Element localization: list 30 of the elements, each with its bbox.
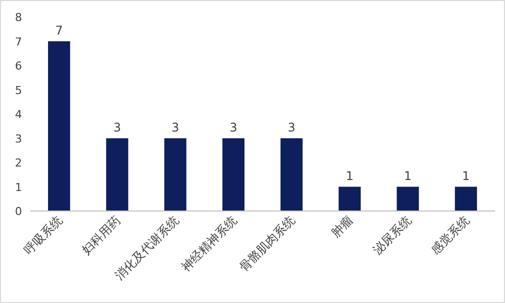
y-tick-label: 3	[15, 132, 22, 146]
data-label: 1	[462, 168, 470, 183]
data-label: 1	[346, 168, 354, 183]
x-tick-label: 肿瘤	[328, 213, 356, 240]
bar	[164, 138, 186, 211]
data-label: 3	[171, 120, 180, 134]
x-tick-label: 妇科用药	[79, 213, 124, 258]
data-label: 3	[230, 120, 238, 134]
bar	[454, 186, 477, 211]
data-label: 7	[55, 23, 63, 38]
y-tick-label: 5	[15, 84, 22, 97]
bar	[396, 186, 419, 211]
y-tick-label: 4	[15, 108, 22, 121]
x-tick-label: 泌尿系统	[370, 213, 414, 258]
y-tick-label: 8	[15, 11, 22, 24]
x-tick-label: 感觉系统	[428, 213, 472, 258]
bar	[280, 138, 303, 211]
data-label: 3	[113, 120, 122, 134]
y-tick-label: 7	[15, 35, 22, 48]
y-tick-label: 1	[15, 180, 22, 194]
y-tick-label: 6	[15, 60, 22, 72]
y-tick-label: 0	[15, 205, 22, 218]
bar	[48, 41, 70, 211]
data-label: 3	[288, 120, 296, 134]
data-label: 1	[404, 168, 412, 183]
bar	[222, 138, 244, 211]
x-tick-label: 呼吸系统	[21, 213, 66, 258]
y-tick-label: 2	[15, 156, 22, 170]
bar	[338, 186, 361, 211]
bar	[106, 138, 128, 211]
